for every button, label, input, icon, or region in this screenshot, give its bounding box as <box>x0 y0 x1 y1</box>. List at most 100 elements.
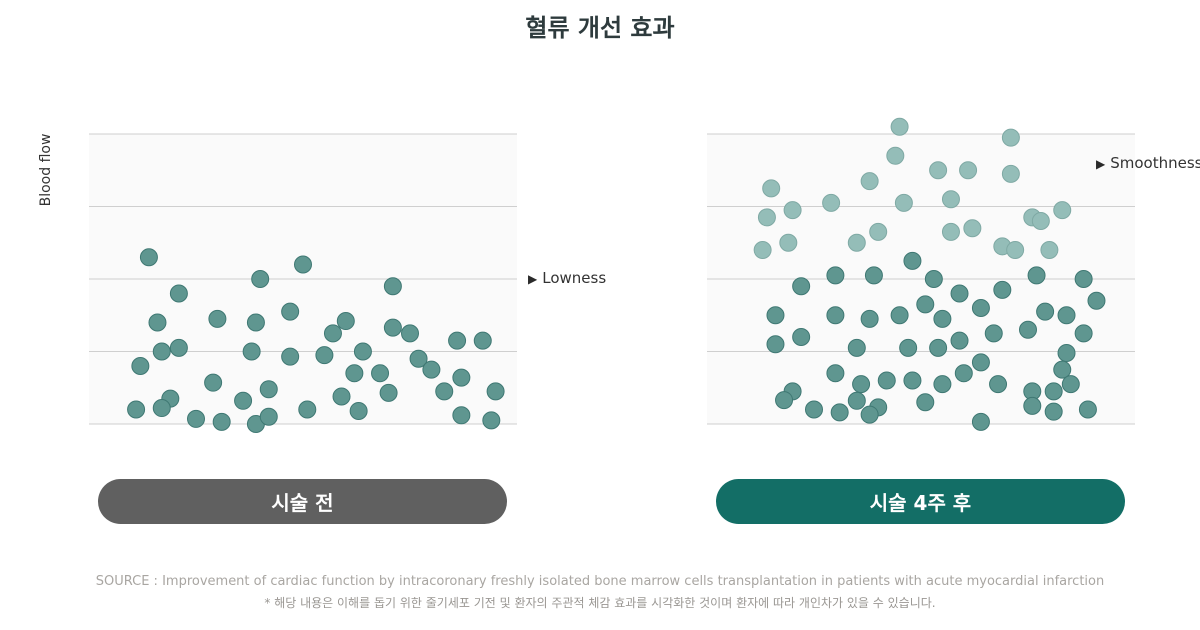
data-point <box>1074 324 1093 343</box>
data-point <box>323 324 342 343</box>
data-point <box>1006 241 1025 259</box>
data-point <box>852 375 871 394</box>
page-title: 혈류 개선 효과 <box>525 14 675 42</box>
data-point <box>204 373 223 392</box>
triangle-right-icon: ▶ <box>528 272 538 286</box>
data-point <box>933 375 952 394</box>
data-point <box>1031 212 1050 230</box>
data-point <box>757 208 776 227</box>
data-point <box>1036 302 1055 321</box>
data-point <box>826 266 845 285</box>
data-point <box>950 284 969 303</box>
annotation-smoothness: ▶ Smoothness <box>1096 154 1200 172</box>
data-point <box>971 412 990 431</box>
data-point <box>792 328 811 346</box>
data-point <box>486 382 505 401</box>
data-point <box>899 338 918 357</box>
data-point <box>933 309 952 328</box>
data-point <box>131 357 150 375</box>
data-point <box>298 400 317 419</box>
data-point <box>169 338 188 357</box>
data-point <box>1027 266 1046 285</box>
data-point <box>152 399 171 418</box>
data-point <box>830 403 849 422</box>
data-point <box>1053 360 1072 379</box>
data-point <box>860 172 879 191</box>
data-point <box>169 284 188 303</box>
data-point <box>1019 320 1037 339</box>
data-point <box>1078 400 1097 419</box>
data-point <box>805 400 823 419</box>
chart-before <box>89 133 517 433</box>
data-point <box>246 313 265 332</box>
data-point <box>353 342 372 361</box>
data-point <box>1057 306 1076 325</box>
data-point <box>127 400 146 419</box>
data-point <box>1001 128 1020 147</box>
data-point <box>954 364 973 383</box>
data-point <box>315 346 334 365</box>
data-point <box>869 222 888 241</box>
data-point <box>847 338 866 357</box>
data-point <box>886 146 905 165</box>
data-point <box>894 193 913 212</box>
data-point <box>929 338 948 357</box>
data-point <box>1087 291 1106 310</box>
data-point <box>259 407 278 426</box>
chart-after <box>707 117 1135 431</box>
data-point <box>332 387 351 406</box>
label-before-treatment: 시술 전 <box>98 479 507 524</box>
data-point <box>448 331 467 350</box>
data-point <box>452 406 471 425</box>
data-point <box>401 324 419 343</box>
triangle-right-icon: ▶ <box>1096 157 1106 171</box>
data-point <box>1044 382 1063 401</box>
data-point <box>890 306 909 325</box>
data-point <box>212 412 231 431</box>
data-point <box>864 266 883 285</box>
data-point <box>826 306 845 325</box>
data-point <box>234 391 253 410</box>
data-point <box>1074 270 1093 288</box>
data-point <box>409 349 428 368</box>
data-point <box>259 380 278 399</box>
data-point <box>822 193 841 212</box>
data-point <box>847 233 866 252</box>
data-point <box>1001 164 1020 183</box>
data-point <box>860 405 879 424</box>
data-point <box>1057 343 1076 362</box>
data-point <box>1053 201 1072 220</box>
data-point <box>783 201 802 220</box>
data-point <box>950 331 969 350</box>
data-point <box>473 331 492 350</box>
data-point <box>959 161 978 180</box>
data-point <box>971 299 990 317</box>
data-point <box>251 270 270 288</box>
data-point <box>941 222 960 241</box>
annotation-lowness-label: Lowness <box>542 269 607 287</box>
annotation-smoothness-label: Smoothness <box>1110 154 1200 172</box>
data-point <box>482 411 501 430</box>
data-point <box>294 255 312 274</box>
label-after-treatment: 시술 4주 후 <box>716 479 1125 524</box>
data-point <box>929 161 948 180</box>
data-point <box>152 342 171 361</box>
data-point <box>924 270 943 288</box>
data-point <box>1040 241 1059 259</box>
data-point <box>766 306 785 325</box>
data-point <box>766 335 785 354</box>
source-citation: SOURCE : Improvement of cardiac function… <box>95 574 1105 589</box>
data-point <box>993 280 1012 299</box>
data-point <box>847 391 866 410</box>
data-point <box>1044 402 1063 421</box>
data-point <box>139 248 158 267</box>
data-point <box>971 353 990 372</box>
disclaimer-note: * 해당 내용은 이해를 돕기 위한 줄기세포 기전 및 환자의 주관적 체감 … <box>264 596 936 610</box>
data-point <box>826 364 845 383</box>
data-point <box>371 364 390 383</box>
data-point <box>1061 375 1080 394</box>
data-point <box>452 368 471 387</box>
data-point <box>187 409 205 428</box>
data-point <box>383 318 402 337</box>
data-point <box>775 391 794 410</box>
